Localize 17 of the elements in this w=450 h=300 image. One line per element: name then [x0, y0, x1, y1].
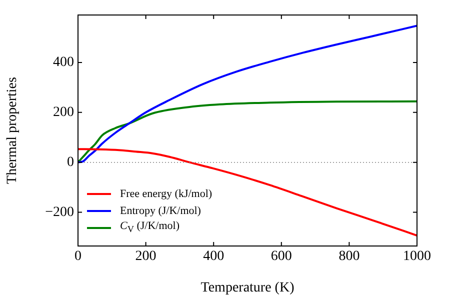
x-tick-label: 800 — [338, 249, 360, 264]
x-axis-title: Temperature (K) — [200, 280, 295, 296]
x-tick-label: 200 — [135, 249, 156, 264]
x-tick-label: 1000 — [403, 249, 431, 264]
y-axis-title: Thermal properties — [5, 77, 20, 184]
line-series — [78, 148, 417, 237]
y-tick-label: −200 — [45, 204, 74, 220]
legend-label: Entropy (J/K/mol) — [120, 204, 201, 216]
legend-label: C$_{V}$ (J/K/mol) — [120, 220, 180, 235]
line-series — [78, 24, 417, 164]
x-tick-label: 400 — [203, 249, 224, 264]
y-tick-label: 200 — [53, 105, 74, 120]
y-tick-label: 400 — [53, 55, 74, 70]
legend-label: Free energy (kJ/mol) — [120, 188, 212, 200]
y-tick-label: 0 — [67, 155, 74, 170]
line-series — [78, 100, 417, 164]
x-tick-label: 600 — [270, 249, 292, 264]
